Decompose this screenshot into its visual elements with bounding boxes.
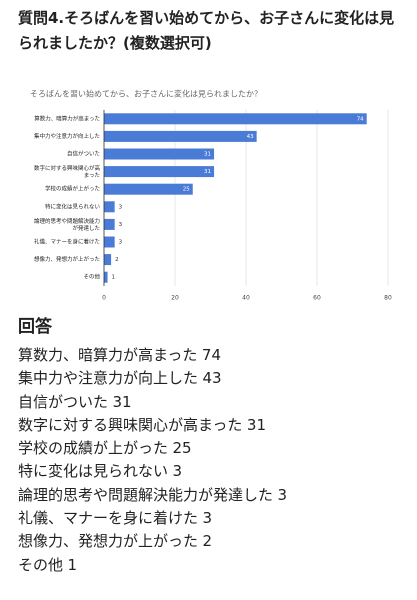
bar xyxy=(104,130,257,142)
x-tick-label: 40 xyxy=(242,295,250,302)
bar xyxy=(104,166,215,178)
answers: 回答 算数力、暗算力が高まった 74 集中力や注意力が向上した 43 自信がついた 31 数… xyxy=(18,314,408,577)
answer-label: その他 xyxy=(18,555,64,574)
data-label: 31 xyxy=(204,169,211,175)
data-label: 31 xyxy=(204,152,211,158)
data-label: 3 xyxy=(119,240,123,246)
y-tick-label: 論理的思考や問題解決能力が発達した xyxy=(34,216,100,231)
answer-label: 集中力や注意力が向上した xyxy=(18,369,199,388)
answers-title: 回答 xyxy=(18,317,52,337)
y-tick-label: 礼儀、マナーを身に着けた xyxy=(34,238,100,246)
y-tick-label: 数字に対する興味関心が高まった xyxy=(34,164,101,179)
answer-label: 自信がついた xyxy=(18,392,109,411)
heading: 質問4.そろばんを習い始めてから、お子さんに変化は見られましたか？(複数選択可) xyxy=(18,9,395,52)
answer-count: 2 xyxy=(202,532,213,551)
y-tick-label: 想像力、発想力が上がった xyxy=(34,255,100,263)
answer-item: 自信がついた 31 xyxy=(18,391,408,414)
x-tick-label: 80 xyxy=(384,295,392,302)
data-label: 25 xyxy=(183,187,190,193)
answer-item: 数字に対する興味関心が高まった 31 xyxy=(18,414,408,437)
answer-label: 算数力、暗算力が高まった xyxy=(18,346,198,364)
bar xyxy=(104,201,115,213)
answer-count: 3 xyxy=(277,485,288,504)
label-line: まった xyxy=(84,172,100,179)
bar xyxy=(104,183,193,195)
x-tick-label: 0 xyxy=(102,295,106,302)
answer-count: 31 xyxy=(246,415,266,434)
bar xyxy=(104,254,112,266)
answer-count: 43 xyxy=(202,369,222,388)
label-line: が発達した xyxy=(72,223,100,231)
answer-label: 特に変化は見られない xyxy=(18,462,169,481)
data-label: 43 xyxy=(247,134,254,140)
answer-item: 礼儀、マナーを身に着けた 3 xyxy=(18,507,408,530)
chart: そろばんを習い始めてから、お子さんに変化は見られましたか？ 0 20 40 60 80 算… xyxy=(30,89,392,302)
y-tick-label: 特に変化は見られない xyxy=(45,202,101,210)
answer-count: 3 xyxy=(172,462,183,481)
bar xyxy=(104,113,367,125)
chart-title: そろばんを習い始めてから、お子さんに変化は見られましたか？ xyxy=(30,89,262,99)
label-line: 論理的思考や問題解決能力 xyxy=(34,216,100,224)
y-tick-label: その他 xyxy=(83,273,100,281)
y-tick-label: 集中力や注意力が向上した xyxy=(34,132,100,140)
data-label: 74 xyxy=(357,116,364,122)
x-tick-label: 60 xyxy=(313,295,321,302)
bar xyxy=(104,148,215,160)
answer-item: 論理的思考や問題解決能力が発達した 3 xyxy=(18,484,408,507)
answer-count: 3 xyxy=(202,509,213,528)
answer-item: 算数力、暗算力が高まった 74 xyxy=(18,344,408,367)
answer-count: 31 xyxy=(112,392,132,411)
answer-label: 礼儀、マナーを身に着けた xyxy=(18,509,199,528)
answer-item: 特に変化は見られない 3 xyxy=(18,460,408,483)
data-label: 1 xyxy=(112,275,116,281)
label-line: 数字に対する興味関心が高 xyxy=(34,164,101,172)
answer-item: 学校の成績が上がった 25 xyxy=(18,437,408,460)
y-tick-label: 算数力、暗算力が高まった xyxy=(34,114,100,122)
bar xyxy=(104,271,108,283)
data-label: 2 xyxy=(115,257,119,263)
data-label: 3 xyxy=(119,204,123,210)
answer-label: 学校の成績が上がった xyxy=(18,439,169,458)
answer-count: 74 xyxy=(201,346,221,364)
bar xyxy=(104,218,115,230)
answer-label: 数字に対する興味関心が高まった xyxy=(18,415,243,434)
bar xyxy=(104,236,115,248)
answer-item: その他 1 xyxy=(18,554,408,577)
answer-label: 論理的思考や問題解決能力が発達した xyxy=(18,485,274,504)
data-label: 3 xyxy=(119,222,123,228)
x-tick-label: 20 xyxy=(171,295,179,302)
y-tick-label: 学校の成績が上がった xyxy=(45,185,100,193)
answer-item: 集中力や注意力が向上した 43 xyxy=(18,367,408,390)
answer-label: 想像力、発想力が上がった xyxy=(18,532,199,551)
answer-count: 1 xyxy=(67,555,78,574)
answer-count: 25 xyxy=(172,439,192,458)
answer-item: 想像力、発想力が上がった 2 xyxy=(18,530,408,553)
y-tick-label: 自信がついた xyxy=(67,150,100,158)
